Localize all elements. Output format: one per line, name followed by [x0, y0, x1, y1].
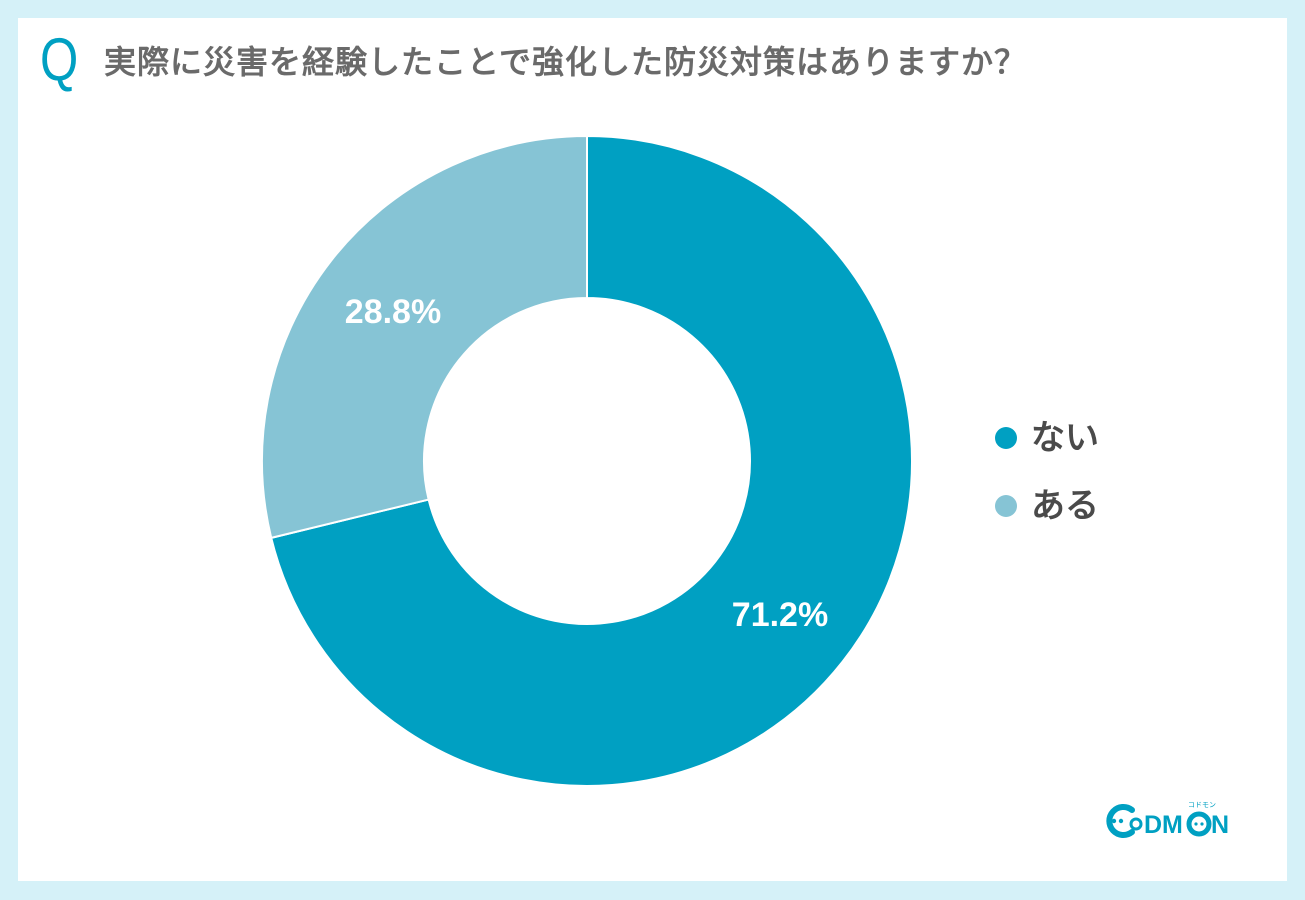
- legend-label: ある: [1031, 486, 1099, 526]
- chart-legend: ない ある: [995, 418, 1099, 554]
- legend-dot-icon: [995, 427, 1017, 449]
- svg-text:D: D: [1144, 811, 1162, 839]
- legend-dot-icon: [995, 495, 1017, 517]
- codmon-logo: D M N コドモン: [1106, 801, 1229, 839]
- legend-label: ない: [1031, 418, 1099, 458]
- slice-label-aru: 28.8%: [345, 293, 441, 331]
- svg-text:コドモン: コドモン: [1188, 801, 1216, 809]
- codmon-logo-icon: D M N コドモン: [1106, 801, 1229, 839]
- svg-text:M: M: [1162, 811, 1183, 839]
- question-title: 実際に災害を経験したことで強化した防災対策はありますか？: [104, 43, 1028, 81]
- donut-slices: [261, 134, 913, 787]
- question-q-icon: Q: [40, 26, 79, 93]
- legend-item-aru: ある: [995, 486, 1099, 526]
- slice-label-nai: 71.2%: [732, 596, 828, 634]
- donut-slice-aru: [261, 134, 588, 540]
- donut-slice-nai: [270, 134, 913, 787]
- svg-text:N: N: [1211, 811, 1229, 839]
- legend-item-nai: ない: [995, 418, 1099, 458]
